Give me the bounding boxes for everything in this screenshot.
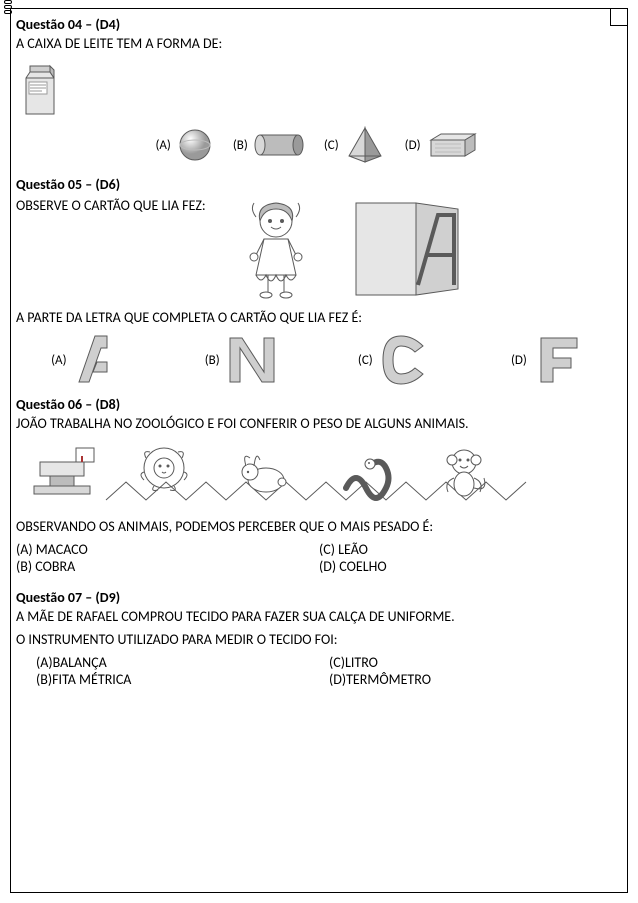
- q4-label-a: (A): [155, 138, 170, 153]
- q5-opt-a: (A): [51, 332, 126, 388]
- q4-title: Questão 04 – (D4): [16, 16, 622, 33]
- q6-opt-a: (A) MACACO: [16, 541, 319, 558]
- q4-opt-a: (A): [155, 125, 214, 165]
- q7-opt-d: (D)TERMÔMETRO: [329, 671, 622, 688]
- q5-label-c: (C): [358, 353, 373, 368]
- sphere-icon: [175, 125, 215, 165]
- letter-part-c-icon: [377, 332, 433, 388]
- q4-label-d: (D): [405, 138, 421, 153]
- q7-opt-b: (B)FITA MÉTRICA: [36, 671, 329, 688]
- q7-text1: A MÃE DE RAFAEL COMPROU TECIDO PARA FAZE…: [16, 608, 622, 625]
- q6-opt-c: (C) LEÃO: [319, 541, 622, 558]
- q6-options: (A) MACACO (B) COBRA (C) LEÃO (D) COELHO: [16, 541, 622, 575]
- q6-figure: [16, 438, 622, 516]
- monkey-icon: [447, 450, 485, 496]
- cylinder-icon: [252, 127, 306, 163]
- rabbit-icon: [242, 456, 286, 492]
- q4-label-b: (B): [233, 138, 248, 153]
- milk-carton-icon: [16, 58, 64, 120]
- q4-options-row: (A) (B) (C): [16, 124, 622, 166]
- q7-options: (A)BALANÇA (B)FITA MÉTRICA (C)LITRO (D)T…: [16, 654, 622, 688]
- q4-opt-b: (B): [233, 127, 306, 163]
- q7-text2: O INSTRUMENTO UTILIZADO PARA MEDIR O TEC…: [16, 631, 622, 648]
- q5-text1: OBSERVE O CARTÃO QUE LIA FEZ:: [16, 197, 206, 214]
- scale-icon: [34, 448, 94, 494]
- q5-opt-b: (B): [205, 332, 280, 388]
- snake-icon: [346, 459, 389, 498]
- animals-row-icon: [16, 438, 536, 516]
- q4-label-c: (C): [324, 138, 339, 153]
- q6-text1: JOÃO TRABALHA NO ZOOLÓGICO E FOI CONFERI…: [16, 415, 622, 432]
- q5-label-b: (B): [205, 353, 220, 368]
- girl-icon: [226, 195, 326, 305]
- q6-text2: OBSERVANDO OS ANIMAIS, PODEMOS PERCEBER …: [16, 518, 622, 535]
- q7-opt-a: (A)BALANÇA: [36, 654, 329, 671]
- q4-milk-box-figure: [16, 58, 622, 120]
- worksheet-page: Questão 04 – (D4) A CAIXA DE LEITE TEM A…: [0, 0, 638, 903]
- q4-opt-d: (D): [405, 128, 483, 162]
- q5-figure-row: OBSERVE O CARTÃO QUE LIA FEZ:: [16, 195, 622, 305]
- q6-title: Questão 06 – (D8): [16, 396, 622, 413]
- q5-label-d: (D): [511, 353, 527, 368]
- q7-opt-c: (C)LITRO: [329, 654, 622, 671]
- q5-opt-c: (C): [358, 332, 433, 388]
- q5-opt-d: (D): [511, 332, 587, 388]
- q4-text: A CAIXA DE LEITE TEM A FORMA DE:: [16, 35, 622, 52]
- q7-title: Questão 07 – (D9): [16, 589, 622, 606]
- q6-opt-d: (D) COELHO: [319, 558, 622, 575]
- q6-opt-b: (B) COBRA: [16, 558, 319, 575]
- letter-part-n-icon: [224, 332, 280, 388]
- letter-part-f-icon: [531, 332, 587, 388]
- page-content: Questão 04 – (D4) A CAIXA DE LEITE TEM A…: [16, 12, 622, 889]
- q5-title: Questão 05 – (D6): [16, 176, 622, 193]
- pyramid-icon: [343, 124, 387, 166]
- q5-label-a: (A): [51, 353, 66, 368]
- q5-options-row: (A) (B) (C) (D): [16, 332, 622, 388]
- card-half-a-icon: [346, 195, 466, 305]
- prism-icon: [425, 128, 483, 162]
- letter-part-a-icon: [71, 332, 127, 388]
- q5-text2: A PARTE DA LETRA QUE COMPLETA O CARTÃO Q…: [16, 309, 622, 326]
- q4-opt-c: (C): [324, 124, 387, 166]
